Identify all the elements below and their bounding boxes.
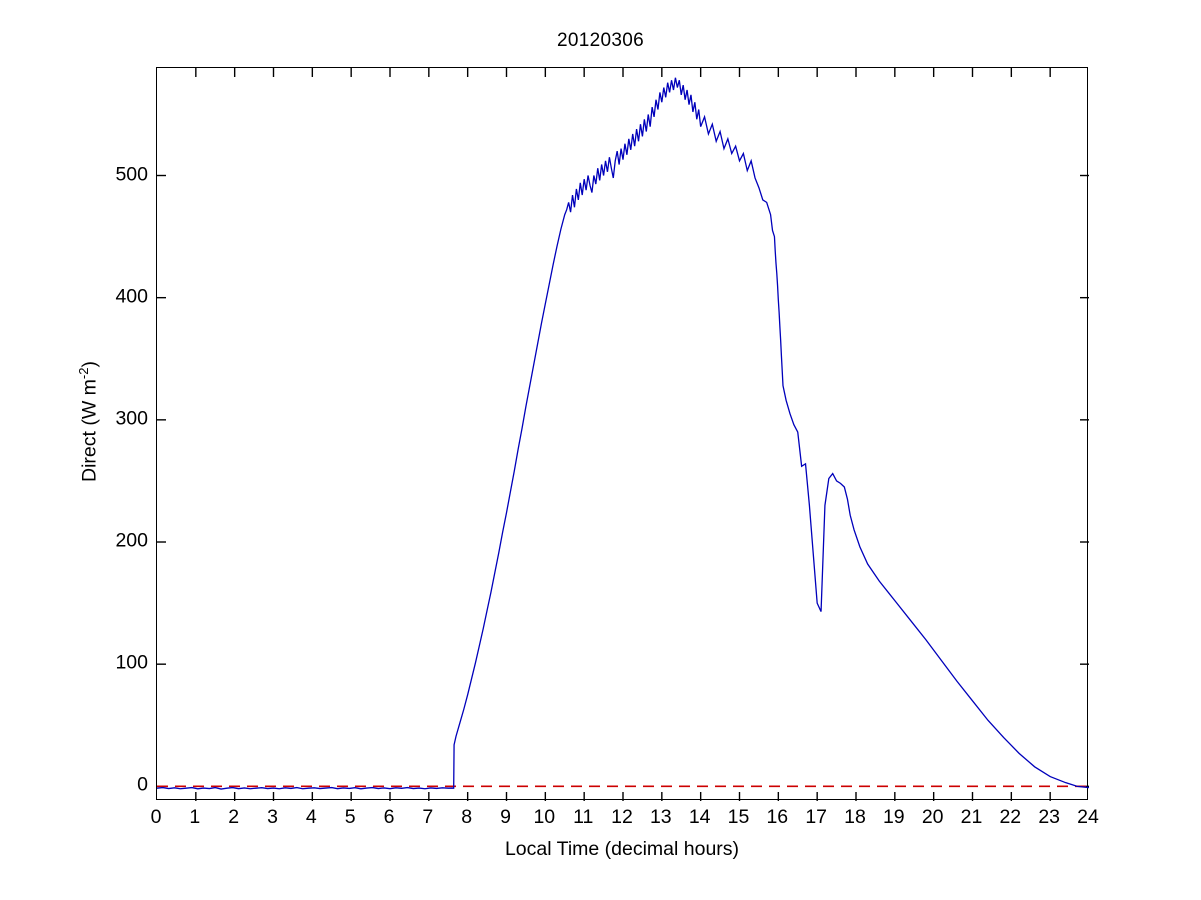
y-tick-label: 100	[115, 651, 148, 674]
chart-title: 20120306	[557, 30, 644, 51]
x-tick-label: 14	[688, 806, 711, 828]
y-tick-label: 300	[115, 407, 148, 430]
x-tick-label: 23	[1038, 806, 1061, 828]
x-axis-label: Local Time (decimal hours)	[504, 838, 740, 860]
x-tick-label: 9	[500, 806, 511, 828]
x-tick-label: 2	[228, 806, 240, 828]
x-tick-label: 12	[611, 806, 633, 828]
x-tick-label: 10	[533, 806, 556, 828]
x-tick-label: 6	[383, 806, 395, 828]
y-tick-label: 200	[115, 529, 148, 552]
direct-irradiance-line	[157, 77, 1089, 790]
x-tick-label: 16	[766, 806, 789, 828]
x-tick-label: 13	[649, 806, 672, 828]
x-tick-label: 19	[882, 806, 905, 828]
x-tick-label: 3	[267, 806, 278, 828]
y-tick-label: 500	[115, 163, 148, 185]
x-tick-label: 5	[344, 806, 356, 828]
plot-svg	[157, 68, 1089, 801]
y-axis-tick-labels: 0 100 200 300 400 500	[78, 67, 148, 800]
x-tick-label: 15	[727, 806, 750, 828]
x-tick-label: 18	[844, 806, 866, 828]
y-axis-label-main: Direct (W m	[78, 379, 101, 482]
y-tick-label: 400	[115, 285, 148, 308]
x-axis-tick-labels: 0 1 2 3 4 5 6 7 8 9 10 11 12 13 14 15 16 17 18 19 20 21 22 23 24	[151, 806, 1099, 836]
x-tick-label: 24	[1077, 806, 1099, 828]
x-tick-label: 7	[422, 806, 434, 828]
tick-marks-group	[157, 68, 1089, 801]
plot-area	[156, 67, 1089, 801]
x-tick-label: 17	[805, 806, 828, 828]
y-axis-label-exponent: -2	[76, 367, 91, 380]
x-tick-label: 21	[960, 806, 983, 828]
x-tick-label: 8	[461, 806, 473, 828]
x-tick-label: 1	[189, 806, 201, 828]
x-tick-label: 22	[999, 806, 1022, 828]
x-tick-label: 11	[573, 806, 594, 828]
x-tick-label: 4	[305, 806, 317, 828]
y-axis-label: Direct (W m-2)	[76, 72, 102, 772]
y-axis-label-tail: )	[78, 361, 101, 368]
x-tick-label: 20	[921, 806, 944, 828]
y-tick-label: 0	[137, 773, 148, 796]
x-tick-label: 0	[150, 806, 162, 828]
